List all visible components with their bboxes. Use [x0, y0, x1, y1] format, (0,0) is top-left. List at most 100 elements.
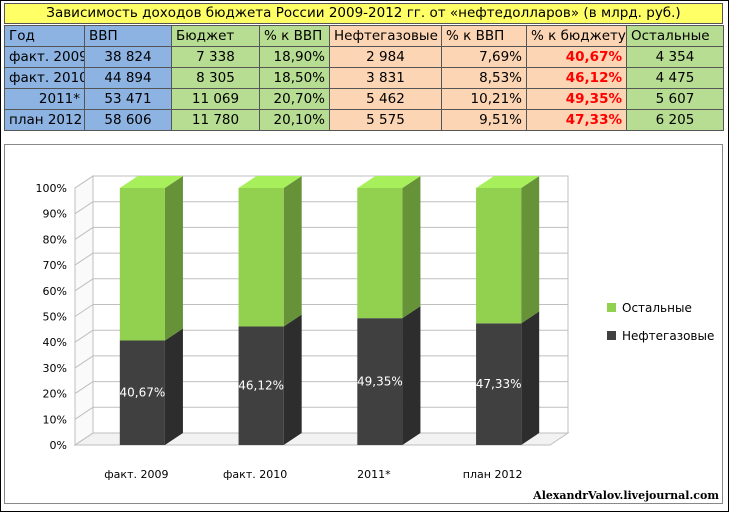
legend-swatch: [607, 303, 616, 312]
cell-oil-pct-budget: 49,35%: [526, 88, 627, 110]
x-category-label: 2011*: [357, 468, 391, 481]
data-label: 47,33%: [476, 377, 522, 391]
gridline-side: [74, 432, 94, 446]
cell-oil-pct-budget: 46,12%: [526, 67, 627, 89]
cell-budget-pct-gdp: 18,90%: [259, 46, 330, 68]
y-tick-label: 70%: [43, 259, 67, 272]
cell-budget-pct-gdp: 20,70%: [259, 88, 330, 110]
gridline-side: [74, 304, 94, 317]
credit-watermark: AlexandrValov.livejournal.com: [533, 489, 719, 502]
bar-top: [476, 176, 540, 188]
cell-other: 4 475: [626, 67, 724, 89]
cell-oil-pct-gdp: 10,21%: [441, 88, 527, 110]
cell-oil-gas: 5 462: [329, 88, 442, 110]
cell-year: факт. 2010: [4, 67, 85, 89]
cell-budget: 7 338: [171, 46, 260, 68]
header-oil-pct-gdp: % к ВВП: [441, 25, 527, 47]
cell-year: 2011*: [4, 88, 85, 110]
table-row: факт. 2010 44 894 8 305 18,50% 3 831 8,5…: [4, 67, 724, 89]
cell-other: 4 354: [626, 46, 724, 68]
cell-gdp: 38 824: [84, 46, 172, 68]
bar-top: [357, 176, 421, 188]
cell-oil-pct-budget: 40,67%: [526, 46, 627, 68]
bar-segment-other: [476, 188, 522, 324]
y-tick-label: 30%: [43, 362, 67, 375]
gridline-side: [74, 329, 94, 343]
page-title: Зависимость доходов бюджета России 2009-…: [4, 3, 723, 24]
legend-swatch: [607, 331, 616, 340]
cell-budget: 11 069: [171, 88, 260, 110]
header-budget-pct-gdp: % к ВВП: [259, 25, 330, 47]
data-label: 40,67%: [119, 386, 165, 400]
stacked-bar-chart: 0% 10% 20% 30% 40% 50% 60% 70% 80% 90% 100% 40,67% ф…: [36, 175, 714, 481]
y-tick-label: 20%: [43, 388, 67, 401]
y-tick-label: 60%: [43, 285, 67, 298]
table-row: 2011* 53 471 11 069 20,70% 5 462 10,21% …: [4, 88, 724, 110]
cell-other: 6 205: [626, 109, 724, 131]
x-category-label: план 2012: [463, 468, 523, 481]
cell-gdp: 53 471: [84, 88, 172, 110]
cell-oil-pct-gdp: 9,51%: [441, 109, 527, 131]
cell-gdp: 44 894: [84, 67, 172, 89]
gridline-side: [74, 355, 94, 369]
cell-budget: 8 305: [171, 67, 260, 89]
header-oil-gas: Нефтегазовые: [329, 25, 442, 47]
bar-segment-oil: [238, 326, 284, 445]
cell-year: план 2012: [4, 109, 85, 131]
gridline-side: [74, 278, 94, 292]
cell-oil-pct-budget: 47,33%: [526, 109, 627, 131]
bar-side-oil: [402, 306, 421, 445]
gridline-side: [74, 252, 94, 266]
bar-side-other: [283, 176, 302, 327]
bar-segment-oil: [476, 323, 522, 445]
header-budget: Бюджет: [171, 25, 260, 47]
cell-budget-pct-gdp: 20,10%: [259, 109, 330, 131]
bar-top: [119, 176, 183, 188]
y-tick-label: 40%: [43, 336, 67, 349]
header-year: Год: [4, 25, 85, 47]
bar-side-other: [402, 176, 421, 319]
gridline-side: [74, 381, 94, 395]
bar-segment-other: [238, 188, 284, 327]
bar-segment-other: [357, 188, 403, 319]
gridline-side: [74, 226, 94, 240]
cell-oil-gas: 2 984: [329, 46, 442, 68]
y-tick-label: 0%: [50, 439, 67, 452]
cell-budget-pct-gdp: 18,50%: [259, 67, 330, 89]
cell-year: факт. 2009: [4, 46, 85, 68]
chart-area: 0% 10% 20% 30% 40% 50% 60% 70% 80% 90% 100% 40,67% ф…: [4, 144, 723, 504]
table-header-row: Год ВВП Бюджет % к ВВП Нефтегазовые % к …: [4, 25, 724, 47]
cell-oil-pct-gdp: 8,53%: [441, 67, 527, 89]
header-oil-pct-budget: % к бюджету: [526, 25, 627, 47]
gridline-side: [74, 175, 94, 189]
bar-segment-oil: [357, 318, 403, 445]
legend-label: Нефтегазовые: [622, 329, 714, 343]
cell-oil-gas: 3 831: [329, 67, 442, 89]
y-tick-label: 50%: [43, 311, 67, 324]
cell-other: 5 607: [626, 88, 724, 110]
bar-side-other: [164, 176, 183, 341]
y-tick-label: 10%: [43, 413, 67, 426]
header-other: Остальные: [626, 25, 724, 47]
bar-side-oil: [164, 328, 183, 445]
gridline-side: [74, 201, 94, 215]
legend-label: Остальные: [622, 301, 692, 315]
bar-side-other: [521, 176, 540, 324]
x-category-label: факт. 2009: [104, 468, 168, 481]
gridline-side: [74, 406, 94, 420]
y-tick-label: 90%: [43, 208, 67, 221]
cell-gdp: 58 606: [84, 109, 172, 131]
x-category-label: факт. 2010: [223, 468, 287, 481]
y-tick-label: 80%: [43, 233, 67, 246]
table-row: план 2012 58 606 11 780 20,10% 5 575 9,5…: [4, 109, 724, 131]
cell-oil-pct-gdp: 7,69%: [441, 46, 527, 68]
bar-top: [238, 176, 302, 188]
header-gdp: ВВП: [84, 25, 172, 47]
bar-side-oil: [521, 311, 540, 445]
data-label: 46,12%: [238, 379, 284, 393]
bar-segment-oil: [119, 340, 165, 445]
data-label: 49,35%: [357, 375, 403, 389]
data-table: Год ВВП Бюджет % к ВВП Нефтегазовые % к …: [4, 25, 724, 131]
cell-oil-gas: 5 575: [329, 109, 442, 131]
cell-budget: 11 780: [171, 109, 260, 131]
